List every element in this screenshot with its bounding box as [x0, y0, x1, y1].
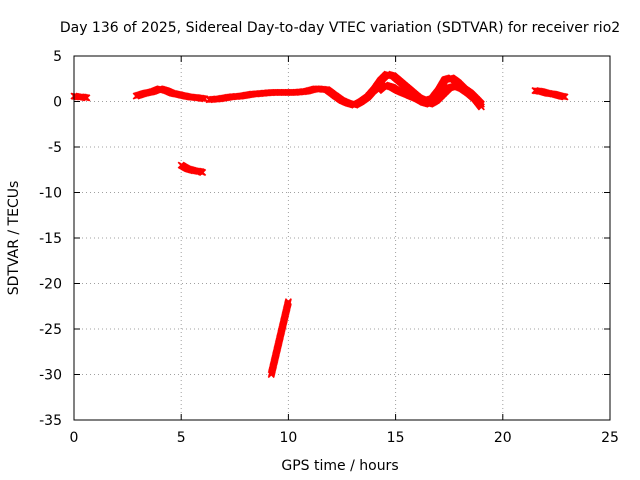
y-tick-label: -5: [48, 140, 62, 156]
data-points: [70, 70, 569, 379]
data-point: [284, 298, 292, 306]
y-tick-label: -35: [39, 413, 62, 429]
x-tick-label: 0: [70, 430, 79, 446]
chart-title: Day 136 of 2025, Sidereal Day-to-day VTE…: [60, 20, 620, 36]
y-tick-label: 0: [53, 95, 62, 111]
y-tick-label: -10: [39, 186, 62, 202]
x-tick-label: 25: [601, 430, 619, 446]
y-tick-label: -30: [39, 368, 62, 384]
data-point: [199, 168, 207, 177]
y-tick-label: -25: [39, 322, 62, 338]
x-axis-label: GPS time / hours: [281, 458, 398, 474]
x-tick-label: 15: [387, 430, 405, 446]
y-axis-label: SDTVAR / TECUs: [6, 181, 22, 296]
x-tick-label: 5: [177, 430, 186, 446]
x-tick-label: 20: [494, 430, 512, 446]
y-tick-label: 5: [53, 49, 62, 65]
grid: [74, 56, 610, 420]
data-point: [561, 93, 569, 101]
data-point: [477, 103, 485, 111]
data-point: [83, 94, 91, 102]
y-tick-label: -20: [39, 277, 62, 293]
x-tick-label: 10: [279, 430, 297, 446]
ticks: 0 5 10 15 20 25 5 0 -5 -10 -15 -20 -25 -30 -35: [39, 49, 619, 446]
y-tick-label: -15: [39, 231, 62, 247]
